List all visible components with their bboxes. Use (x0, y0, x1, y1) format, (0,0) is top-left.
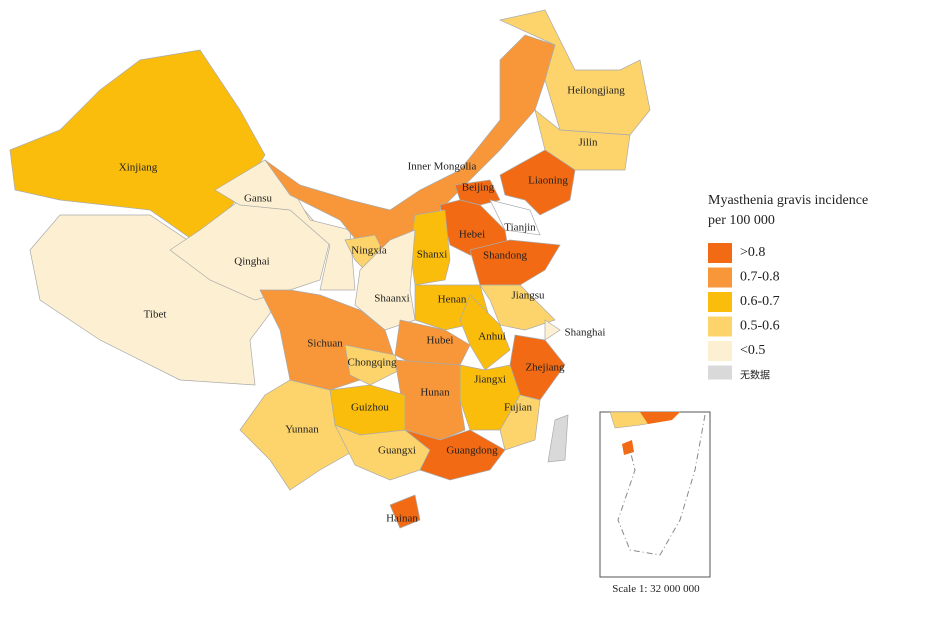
province-label: Hebei (459, 229, 485, 241)
province-label: Shanghai (565, 327, 606, 339)
province-label: Sichuan (307, 338, 343, 350)
province-label: Gansu (244, 193, 273, 205)
province (547, 414, 569, 463)
province-label: Xinjiang (119, 162, 158, 174)
province (499, 394, 541, 451)
province (344, 344, 401, 386)
legend-swatch (708, 267, 732, 288)
province (454, 179, 501, 206)
legend-label: >0.8 (740, 245, 765, 260)
label-layer: Xinjiang Tibet Qinghai Gansu Inner Mongolia H… (119, 85, 625, 525)
legend: >0.8 0.7-0.8 0.6-0.7 0.5-0.6 <0.5 无数据 (708, 243, 780, 382)
legend-label: 0.5-0.6 (740, 319, 780, 334)
legend-title: Myasthenia gravis incidence (708, 193, 868, 208)
province (389, 494, 421, 529)
province (169, 199, 331, 301)
province-label: Anhui (478, 331, 506, 343)
province (499, 149, 576, 216)
province-label: Shandong (483, 250, 528, 262)
province (394, 359, 466, 441)
legend-title: per 100 000 (708, 213, 775, 228)
province (469, 239, 561, 286)
province-label: Hubei (427, 335, 454, 347)
province (498, 9, 651, 136)
province-label: Beijing (462, 182, 495, 194)
province-label: Yunnan (285, 424, 319, 436)
province-label: Tianjin (504, 222, 536, 234)
inset-frame (599, 411, 711, 578)
legend-swatch (708, 292, 732, 312)
province-label: Guizhou (351, 402, 389, 414)
province-label: Henan (438, 294, 467, 306)
province-label: Guangxi (378, 445, 416, 457)
legend-swatch (708, 316, 732, 337)
legend-label: 无数据 (740, 369, 770, 382)
scale-label: Scale 1: 32 000 000 (612, 583, 700, 595)
legend-swatch (708, 243, 732, 263)
province-label: Heilongjiang (567, 85, 625, 97)
province-label: Qinghai (234, 256, 269, 268)
province-layer (9, 9, 651, 529)
province-label: Jiangsu (512, 290, 546, 302)
province (354, 229, 416, 331)
legend-label: <0.5 (740, 343, 765, 358)
province-label: Ningxia (351, 245, 387, 257)
province (404, 429, 506, 481)
province-label: Zhejiang (525, 362, 565, 374)
province-label: Shanxi (417, 249, 448, 261)
inset-land (640, 412, 680, 424)
province-label: Shaanxi (374, 293, 409, 305)
province-label: Liaoning (528, 175, 568, 187)
legend-label: 0.7-0.8 (740, 270, 780, 285)
legend-swatch (708, 365, 732, 380)
province-label: Jilin (579, 137, 598, 149)
province-label: Hunan (420, 387, 450, 399)
province-label: Jiangxi (474, 374, 506, 386)
legend-label: 0.6-0.7 (740, 294, 780, 309)
province-label: Fujian (504, 402, 533, 414)
province (409, 209, 451, 286)
province (9, 49, 266, 246)
province (489, 199, 541, 236)
province-label: Chongqing (348, 357, 397, 369)
inset-island (622, 440, 634, 455)
province-label: Hainan (386, 513, 418, 525)
province-label: Inner Mongolia (408, 161, 477, 173)
province (544, 319, 561, 341)
province (479, 284, 556, 331)
province-label: Guangdong (446, 445, 498, 457)
province-label: Tibet (144, 309, 167, 321)
province (239, 379, 356, 491)
legend-swatch (708, 341, 732, 361)
